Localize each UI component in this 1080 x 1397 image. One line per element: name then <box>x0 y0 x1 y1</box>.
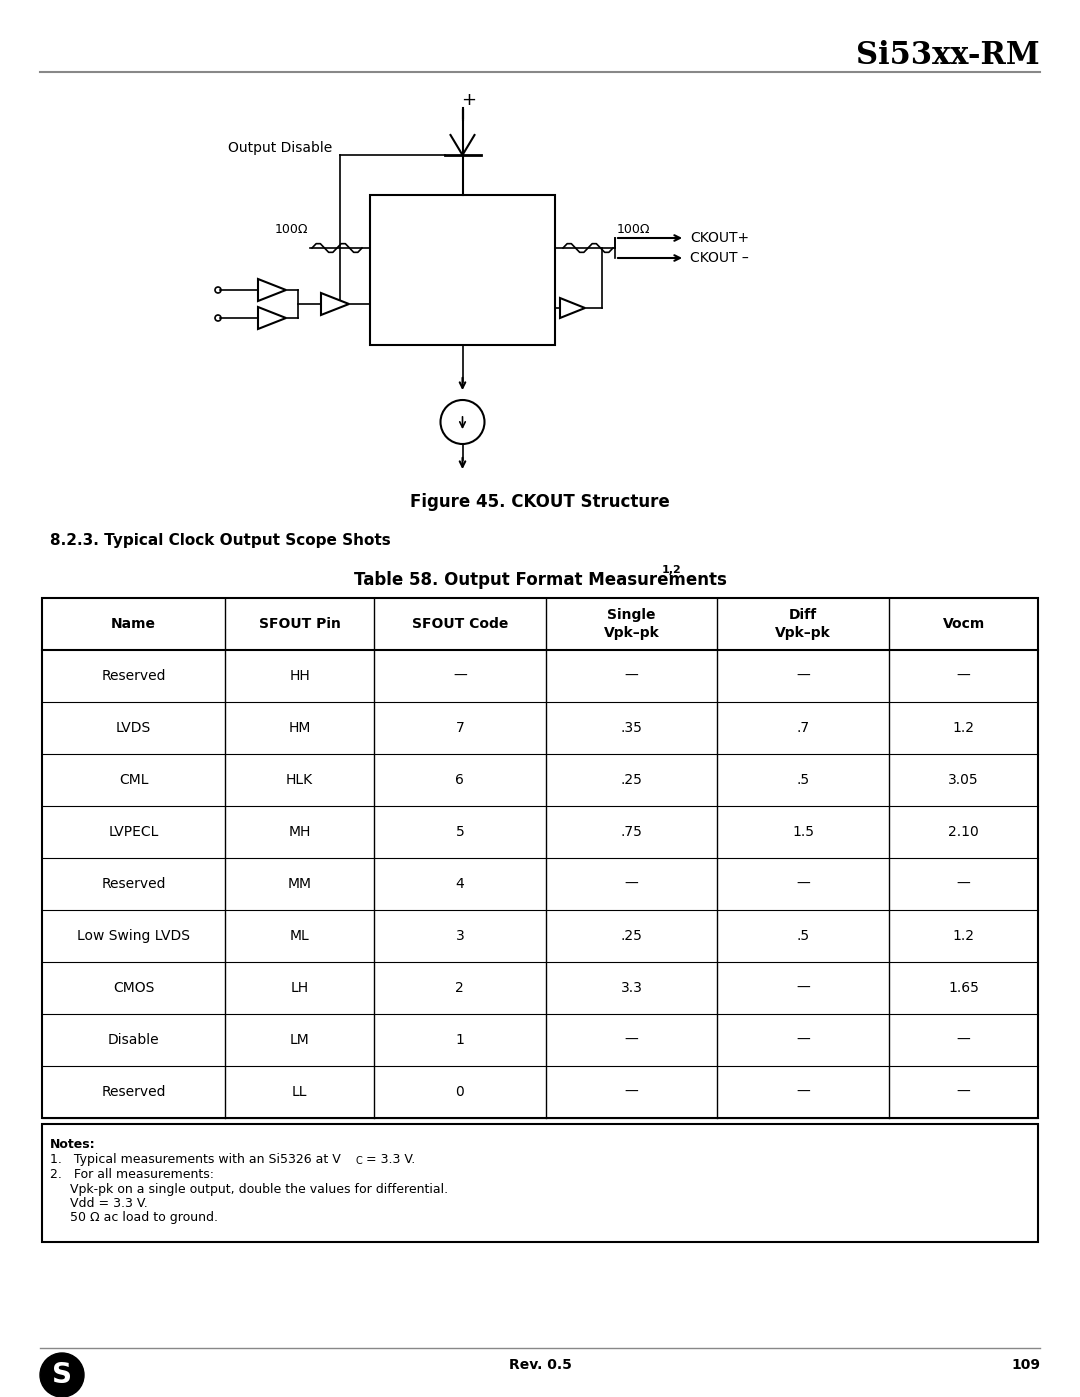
Text: Vdd = 3.3 V.: Vdd = 3.3 V. <box>70 1197 148 1210</box>
Text: 7: 7 <box>456 721 464 735</box>
Text: —: — <box>453 669 467 683</box>
Text: —: — <box>796 1085 810 1099</box>
Text: CKOUT –: CKOUT – <box>690 251 748 265</box>
Text: Table 58. Output Format Measurements: Table 58. Output Format Measurements <box>353 571 727 590</box>
Text: SFOUT Pin: SFOUT Pin <box>258 617 340 631</box>
Text: 100Ω: 100Ω <box>274 224 308 236</box>
Text: Notes:: Notes: <box>50 1139 96 1151</box>
Text: Reserved: Reserved <box>102 877 166 891</box>
Text: LM: LM <box>289 1032 310 1046</box>
Text: LH: LH <box>291 981 309 995</box>
Text: 6: 6 <box>456 773 464 787</box>
Text: 1,2: 1,2 <box>662 564 681 576</box>
Text: 1: 1 <box>456 1032 464 1046</box>
Text: .35: .35 <box>621 721 643 735</box>
Text: HM: HM <box>288 721 311 735</box>
Text: Vpk–pk: Vpk–pk <box>604 626 660 640</box>
Text: Vpk-pk on a single output, double the values for differential.: Vpk-pk on a single output, double the va… <box>70 1183 448 1196</box>
Text: 3: 3 <box>456 929 464 943</box>
Text: .25: .25 <box>621 773 643 787</box>
Text: 2: 2 <box>456 981 464 995</box>
Bar <box>370 196 555 345</box>
Text: 4: 4 <box>456 877 464 891</box>
Text: Vpk–pk: Vpk–pk <box>775 626 832 640</box>
Text: —: — <box>624 669 638 683</box>
Text: 100Ω: 100Ω <box>617 224 650 236</box>
Text: —: — <box>957 1085 971 1099</box>
Text: —: — <box>796 981 810 995</box>
Text: .7: .7 <box>797 721 810 735</box>
Text: Reserved: Reserved <box>102 669 166 683</box>
Text: 8.2.3. Typical Clock Output Scope Shots: 8.2.3. Typical Clock Output Scope Shots <box>50 532 391 548</box>
Text: —: — <box>796 669 810 683</box>
Text: +: + <box>461 91 476 109</box>
Text: Output Disable: Output Disable <box>228 141 333 155</box>
Text: Single: Single <box>607 608 656 622</box>
Bar <box>42 598 1038 1118</box>
Text: MM: MM <box>287 877 312 891</box>
Circle shape <box>40 1354 84 1397</box>
Text: —: — <box>624 1085 638 1099</box>
Text: Si53xx-RM: Si53xx-RM <box>856 39 1040 70</box>
Text: SFOUT Code: SFOUT Code <box>411 617 508 631</box>
Text: LL: LL <box>292 1085 308 1099</box>
Text: Disable: Disable <box>108 1032 160 1046</box>
Text: —: — <box>796 1032 810 1046</box>
Text: Rev. 0.5: Rev. 0.5 <box>509 1358 571 1372</box>
Text: 0: 0 <box>456 1085 464 1099</box>
Text: 2.   For all measurements:: 2. For all measurements: <box>50 1168 214 1180</box>
Text: C: C <box>355 1155 362 1166</box>
Text: CKOUT+: CKOUT+ <box>690 231 750 244</box>
Text: —: — <box>957 877 971 891</box>
Text: HH: HH <box>289 669 310 683</box>
Text: —: — <box>624 1032 638 1046</box>
Text: Diff: Diff <box>789 608 818 622</box>
Text: Vocm: Vocm <box>943 617 985 631</box>
Text: 1.2: 1.2 <box>953 721 974 735</box>
Text: CMOS: CMOS <box>113 981 154 995</box>
Bar <box>42 1125 1038 1242</box>
Text: 1.65: 1.65 <box>948 981 980 995</box>
Text: MH: MH <box>288 826 311 840</box>
Text: .25: .25 <box>621 929 643 943</box>
Text: = 3.3 V.: = 3.3 V. <box>362 1153 415 1166</box>
Text: Figure 45. CKOUT Structure: Figure 45. CKOUT Structure <box>410 493 670 511</box>
Text: .75: .75 <box>621 826 643 840</box>
Text: LVDS: LVDS <box>116 721 151 735</box>
Text: HLK: HLK <box>286 773 313 787</box>
Text: Low Swing LVDS: Low Swing LVDS <box>77 929 190 943</box>
Text: Name: Name <box>111 617 157 631</box>
Text: LVPECL: LVPECL <box>108 826 159 840</box>
Text: —: — <box>796 877 810 891</box>
Text: Reserved: Reserved <box>102 1085 166 1099</box>
Text: 3.05: 3.05 <box>948 773 978 787</box>
Text: —: — <box>624 877 638 891</box>
Text: 109: 109 <box>1011 1358 1040 1372</box>
Text: —: — <box>957 1032 971 1046</box>
Text: S: S <box>52 1361 72 1389</box>
Text: 2.10: 2.10 <box>948 826 978 840</box>
Text: 1.5: 1.5 <box>793 826 814 840</box>
Text: .5: .5 <box>797 773 810 787</box>
Text: 1.2: 1.2 <box>953 929 974 943</box>
Text: —: — <box>957 669 971 683</box>
Text: 3.3: 3.3 <box>621 981 643 995</box>
Text: 1.   Typical measurements with an Si5326 at V: 1. Typical measurements with an Si5326 a… <box>50 1153 341 1166</box>
Text: ML: ML <box>289 929 310 943</box>
Text: CML: CML <box>119 773 148 787</box>
Text: 5: 5 <box>456 826 464 840</box>
Text: 50 Ω ac load to ground.: 50 Ω ac load to ground. <box>70 1211 218 1224</box>
Text: .5: .5 <box>797 929 810 943</box>
